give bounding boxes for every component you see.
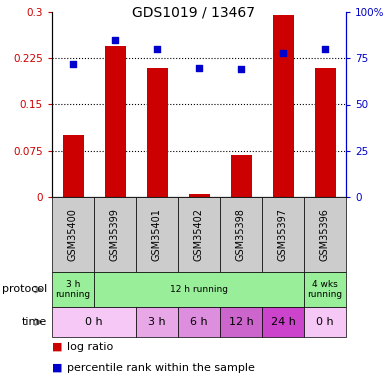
Bar — [178, 307, 220, 337]
Point — [70, 61, 76, 67]
Text: GSM35398: GSM35398 — [236, 208, 246, 261]
Text: 12 h running: 12 h running — [170, 285, 228, 294]
Text: 12 h: 12 h — [229, 317, 253, 327]
Text: GSM35397: GSM35397 — [278, 208, 288, 261]
Bar — [272, 15, 293, 197]
Bar — [262, 197, 304, 272]
Text: ■: ■ — [52, 342, 62, 352]
Bar — [94, 272, 304, 307]
Bar — [315, 68, 336, 197]
Bar — [52, 197, 94, 272]
Bar — [52, 272, 94, 307]
Bar — [52, 307, 136, 337]
Text: 0 h: 0 h — [85, 317, 103, 327]
Text: GSM35400: GSM35400 — [68, 208, 78, 261]
Text: time: time — [22, 317, 47, 327]
Bar — [147, 68, 168, 197]
Bar — [62, 135, 83, 197]
Text: 4 wks
running: 4 wks running — [307, 280, 343, 299]
Text: 24 h: 24 h — [270, 317, 295, 327]
Bar — [304, 307, 346, 337]
Text: GSM35402: GSM35402 — [194, 208, 204, 261]
Text: GSM35399: GSM35399 — [110, 208, 120, 261]
Point — [280, 50, 286, 56]
Text: percentile rank within the sample: percentile rank within the sample — [67, 363, 255, 373]
Bar — [136, 197, 178, 272]
Text: GSM35396: GSM35396 — [320, 208, 330, 261]
Bar — [304, 272, 346, 307]
Text: 0 h: 0 h — [316, 317, 334, 327]
Bar — [220, 307, 262, 337]
Bar — [304, 197, 346, 272]
Bar — [104, 46, 125, 197]
Bar — [262, 307, 304, 337]
Point — [112, 37, 118, 43]
Text: protocol: protocol — [2, 285, 47, 294]
Text: 3 h: 3 h — [148, 317, 166, 327]
Bar — [178, 197, 220, 272]
Text: GSM35401: GSM35401 — [152, 208, 162, 261]
Text: GDS1019 / 13467: GDS1019 / 13467 — [132, 5, 256, 19]
Bar — [230, 155, 251, 197]
Point — [196, 64, 202, 70]
Point — [322, 46, 328, 52]
Bar — [220, 197, 262, 272]
Text: ■: ■ — [52, 363, 62, 373]
Text: 6 h: 6 h — [190, 317, 208, 327]
Point — [238, 66, 244, 72]
Text: log ratio: log ratio — [67, 342, 113, 352]
Bar — [94, 197, 136, 272]
Bar — [136, 307, 178, 337]
Text: 3 h
running: 3 h running — [55, 280, 90, 299]
Point — [154, 46, 160, 52]
Bar — [189, 194, 210, 197]
